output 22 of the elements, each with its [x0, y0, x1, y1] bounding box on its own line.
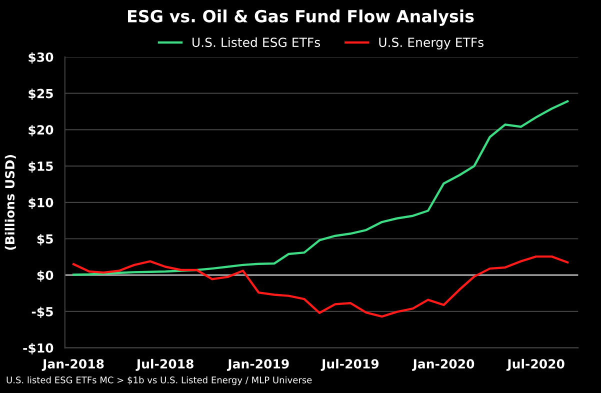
y-tick-label: $5: [37, 234, 53, 246]
y-tick-label: $30: [28, 52, 54, 64]
y-tick-label: -$10: [23, 343, 54, 354]
x-tick-label: Jan-2018: [42, 359, 104, 371]
legend-label: U.S. Energy ETFs: [379, 38, 484, 50]
text: U.S. listed ESG ETFs MC > $1b vs U.S. Listed Energy / MLP Universe: [6, 376, 312, 386]
y-tick-label: $25: [28, 88, 53, 100]
y-tick-label: $15: [28, 161, 53, 173]
y-tick-label: $10: [28, 198, 54, 209]
x-tick-label: Jan-2019: [226, 359, 289, 371]
x-tick-label: Jan-2020: [412, 359, 474, 371]
y-tick-label: $20: [28, 124, 54, 136]
line-series: [72, 255, 569, 318]
chart-title: ESG vs. Oil & Gas Fund Flow Analysis: [128, 10, 474, 26]
y-tick-label: $0: [37, 270, 54, 282]
x-tick-label: Jul-2019: [320, 358, 379, 371]
y-tick-label: -$5: [32, 306, 53, 318]
y-axis-title: (Billions USD): [4, 155, 16, 250]
legend-label: U.S. Listed ESG ETFs: [192, 37, 320, 48]
x-tick-label: Jul-2018: [136, 358, 194, 371]
line-series: [72, 100, 569, 276]
x-tick-label: Jul-2020: [506, 358, 564, 371]
